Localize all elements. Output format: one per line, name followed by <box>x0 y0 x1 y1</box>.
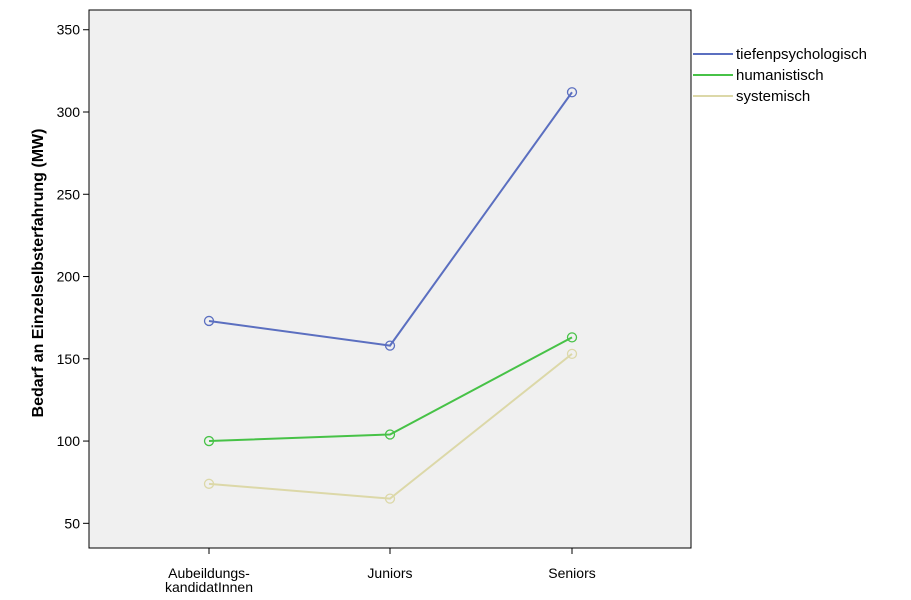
x-tick-label: Juniors <box>367 565 412 581</box>
legend-label: tiefenpsychologisch <box>736 46 867 63</box>
data-point-humanistisch <box>384 429 396 440</box>
data-point-systemisch <box>566 348 578 360</box>
y-axis-title: Bedarf an Einzelselbsterfahrung (MW) <box>30 129 47 418</box>
series-line-tiefenpsychologisch <box>208 91 573 347</box>
legend-label: systemisch <box>736 88 810 105</box>
y-tick-label: 200 <box>57 269 81 285</box>
data-point-humanistisch <box>566 332 578 343</box>
series-line-humanistisch <box>208 336 573 443</box>
y-tick-label: 100 <box>57 433 81 449</box>
plot-area <box>88 9 692 549</box>
data-point-tiefenpsychologisch <box>203 315 215 327</box>
legend: tiefenpsychologisch humanistisch systemisc… <box>693 46 867 105</box>
y-tick-label: 250 <box>57 186 81 202</box>
y-tick-label: 50 <box>64 515 80 531</box>
y-tick-label: 300 <box>57 104 81 120</box>
data-point-systemisch <box>384 493 396 504</box>
y-tick-label: 150 <box>57 351 81 367</box>
y-axis: 50 100 150 200 250 300 350 <box>57 22 89 531</box>
data-point-tiefenpsychologisch <box>384 340 396 351</box>
x-tick-label: Seniors <box>548 565 595 581</box>
y-tick-label: 350 <box>57 22 81 38</box>
series-layer <box>203 87 578 504</box>
series-line-systemisch <box>208 353 573 500</box>
x-tick-label: Aubeildungs-kandidatInnen <box>165 565 253 595</box>
legend-label: humanistisch <box>736 67 824 84</box>
data-point-humanistisch <box>203 435 215 447</box>
x-axis: Aubeildungs-kandidatInnen Juniors Seniors <box>165 548 596 595</box>
data-point-systemisch <box>203 478 215 489</box>
data-point-tiefenpsychologisch <box>566 87 578 98</box>
